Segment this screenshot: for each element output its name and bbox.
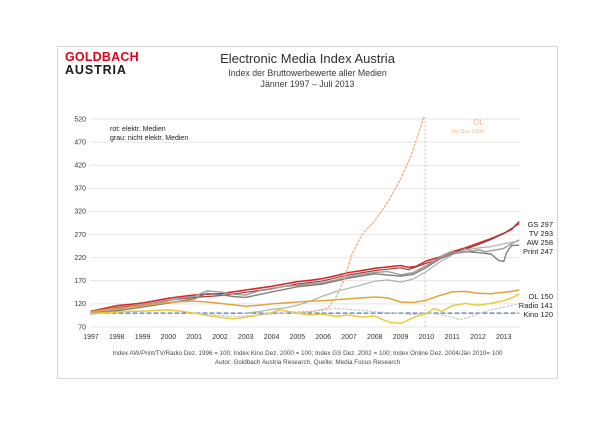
- x-axis-tick-label: 2002: [212, 334, 228, 341]
- x-axis-tick-label: 2003: [238, 334, 254, 341]
- x-axis-tick-label: 2000: [161, 334, 177, 341]
- x-axis-tick-label: 2010: [419, 334, 435, 341]
- series-end-label: OL 150: [529, 292, 553, 301]
- y-axis-tick-label: 470: [74, 139, 86, 146]
- footnote: Index AW/Print/TV/Radio Dez. 1996 = 100;…: [58, 350, 557, 366]
- logo-goldbach: GOLDBACH: [65, 50, 139, 64]
- x-axis-tick-label: 2006: [315, 334, 331, 341]
- line-kino: [193, 303, 520, 321]
- x-axis-tick-label: 2007: [341, 334, 357, 341]
- goldbach-austria-logo: GOLDBACH AUSTRIA: [65, 51, 139, 77]
- line-print: [90, 244, 520, 315]
- x-axis-tick-label: 1999: [135, 334, 151, 341]
- line-gs: [90, 221, 520, 313]
- y-axis-tick-label: 520: [74, 116, 86, 123]
- x-axis-tick-label: 2012: [470, 334, 486, 341]
- chart-period: Jänner 1997 – Juli 2013: [260, 79, 355, 89]
- y-axis-tick-label: 420: [74, 163, 86, 170]
- ol-annotation-label: OL: [473, 118, 484, 127]
- y-axis-tick-label: 320: [74, 209, 86, 216]
- series-end-label: Print 247: [523, 247, 553, 256]
- y-axis-tick-label: 170: [74, 278, 86, 285]
- slide: GOLDBACH AUSTRIA Electronic Media Index …: [57, 46, 558, 379]
- line-ol_pre2010: [296, 116, 425, 314]
- footnote-index-bases: Index AW/Print/TV/Radio Dez. 1996 = 100;…: [112, 350, 503, 357]
- x-axis-tick-label: 2001: [186, 334, 202, 341]
- line-riser: [245, 240, 520, 314]
- legend-note-line1: rot: elektr. Medien: [110, 126, 166, 133]
- x-axis-tick-label: 2005: [290, 334, 306, 341]
- line-aw: [90, 239, 520, 314]
- y-axis-tick-label: 370: [74, 186, 86, 193]
- x-axis-tick-label: 2004: [264, 334, 280, 341]
- chart-title: Electronic Media Index Austria: [220, 51, 395, 66]
- x-axis-tick-label: 1997: [83, 334, 99, 341]
- x-axis-tick-label: 1998: [109, 334, 125, 341]
- footnote-author-source: Autor: Goldbach Austria Research, Quelle…: [214, 359, 401, 366]
- logo-austria: AUSTRIA: [65, 62, 127, 77]
- x-axis-tick-label: 2013: [496, 334, 512, 341]
- y-axis-tick-label: 220: [74, 255, 86, 262]
- series-end-label: TV 293: [529, 229, 553, 238]
- series-end-label: AW 258: [527, 238, 553, 247]
- y-axis-tick-label: 120: [74, 301, 86, 308]
- x-axis-tick-label: 2009: [393, 334, 409, 341]
- legend-note-line2: grau: nicht elektr. Medien: [110, 135, 188, 142]
- line-ol: [90, 289, 520, 313]
- ol-annotation-sub: bis Dez 2009: [452, 129, 484, 135]
- x-axis-tick-label: 2011: [445, 334, 460, 341]
- y-axis-tick-label: 270: [74, 232, 86, 239]
- line-tv: [90, 223, 520, 313]
- chart-subtitle: Index der Bruttowerbewerte aller Medien: [228, 68, 387, 78]
- y-axis-tick-label: 70: [78, 324, 86, 331]
- series-end-label: Kino 120: [523, 310, 553, 319]
- title-block: Electronic Media Index Austria Index der…: [58, 51, 557, 89]
- line-radio: [90, 293, 520, 325]
- x-axis-tick-label: 2008: [367, 334, 383, 341]
- series-end-label: GS 297: [528, 220, 553, 229]
- series-end-label: Radio 141: [519, 301, 553, 310]
